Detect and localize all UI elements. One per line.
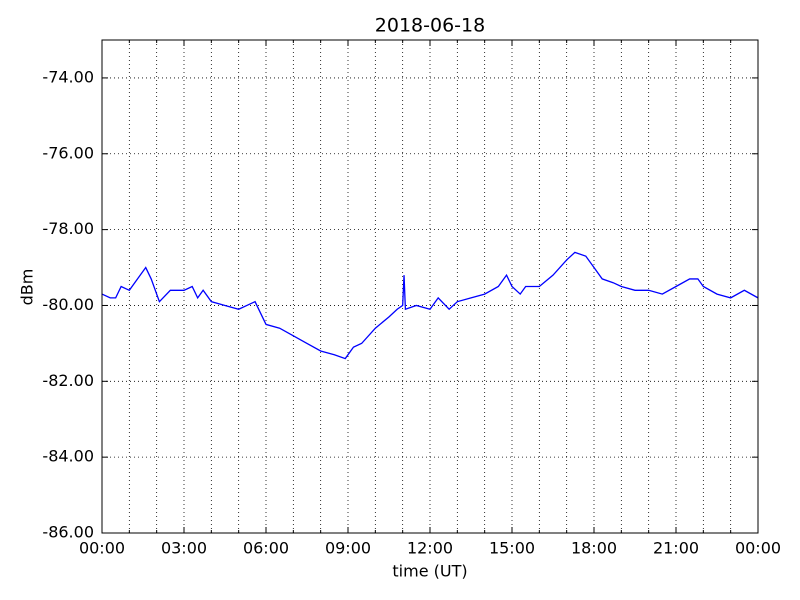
x-tick-label: 21:00 bbox=[653, 539, 699, 558]
x-tick-label: 00:00 bbox=[79, 539, 125, 558]
data-line bbox=[101, 251, 759, 360]
x-tick-label: 00:00 bbox=[735, 539, 781, 558]
y-axis-label: dBm bbox=[18, 269, 37, 306]
chart-title: 2018-06-18 bbox=[375, 15, 485, 37]
y-tick-label: -74.00 bbox=[42, 67, 94, 86]
y-tick-label: -84.00 bbox=[42, 447, 94, 466]
y-tick-label: -86.00 bbox=[42, 523, 94, 542]
x-axis-label: time (UT) bbox=[392, 562, 467, 581]
y-tick-label: -82.00 bbox=[42, 371, 94, 390]
x-tick-label: 03:00 bbox=[161, 539, 207, 558]
y-tick-label: -80.00 bbox=[42, 295, 94, 314]
x-tick-label: 06:00 bbox=[243, 539, 289, 558]
x-tick-label: 12:00 bbox=[407, 539, 453, 558]
y-tick-label: -76.00 bbox=[42, 143, 94, 162]
y-tick-label: -78.00 bbox=[42, 219, 94, 238]
x-tick-label: 18:00 bbox=[571, 539, 617, 558]
x-tick-label: 15:00 bbox=[489, 539, 535, 558]
x-tick-label: 09:00 bbox=[325, 539, 371, 558]
plot-frame bbox=[101, 39, 759, 534]
